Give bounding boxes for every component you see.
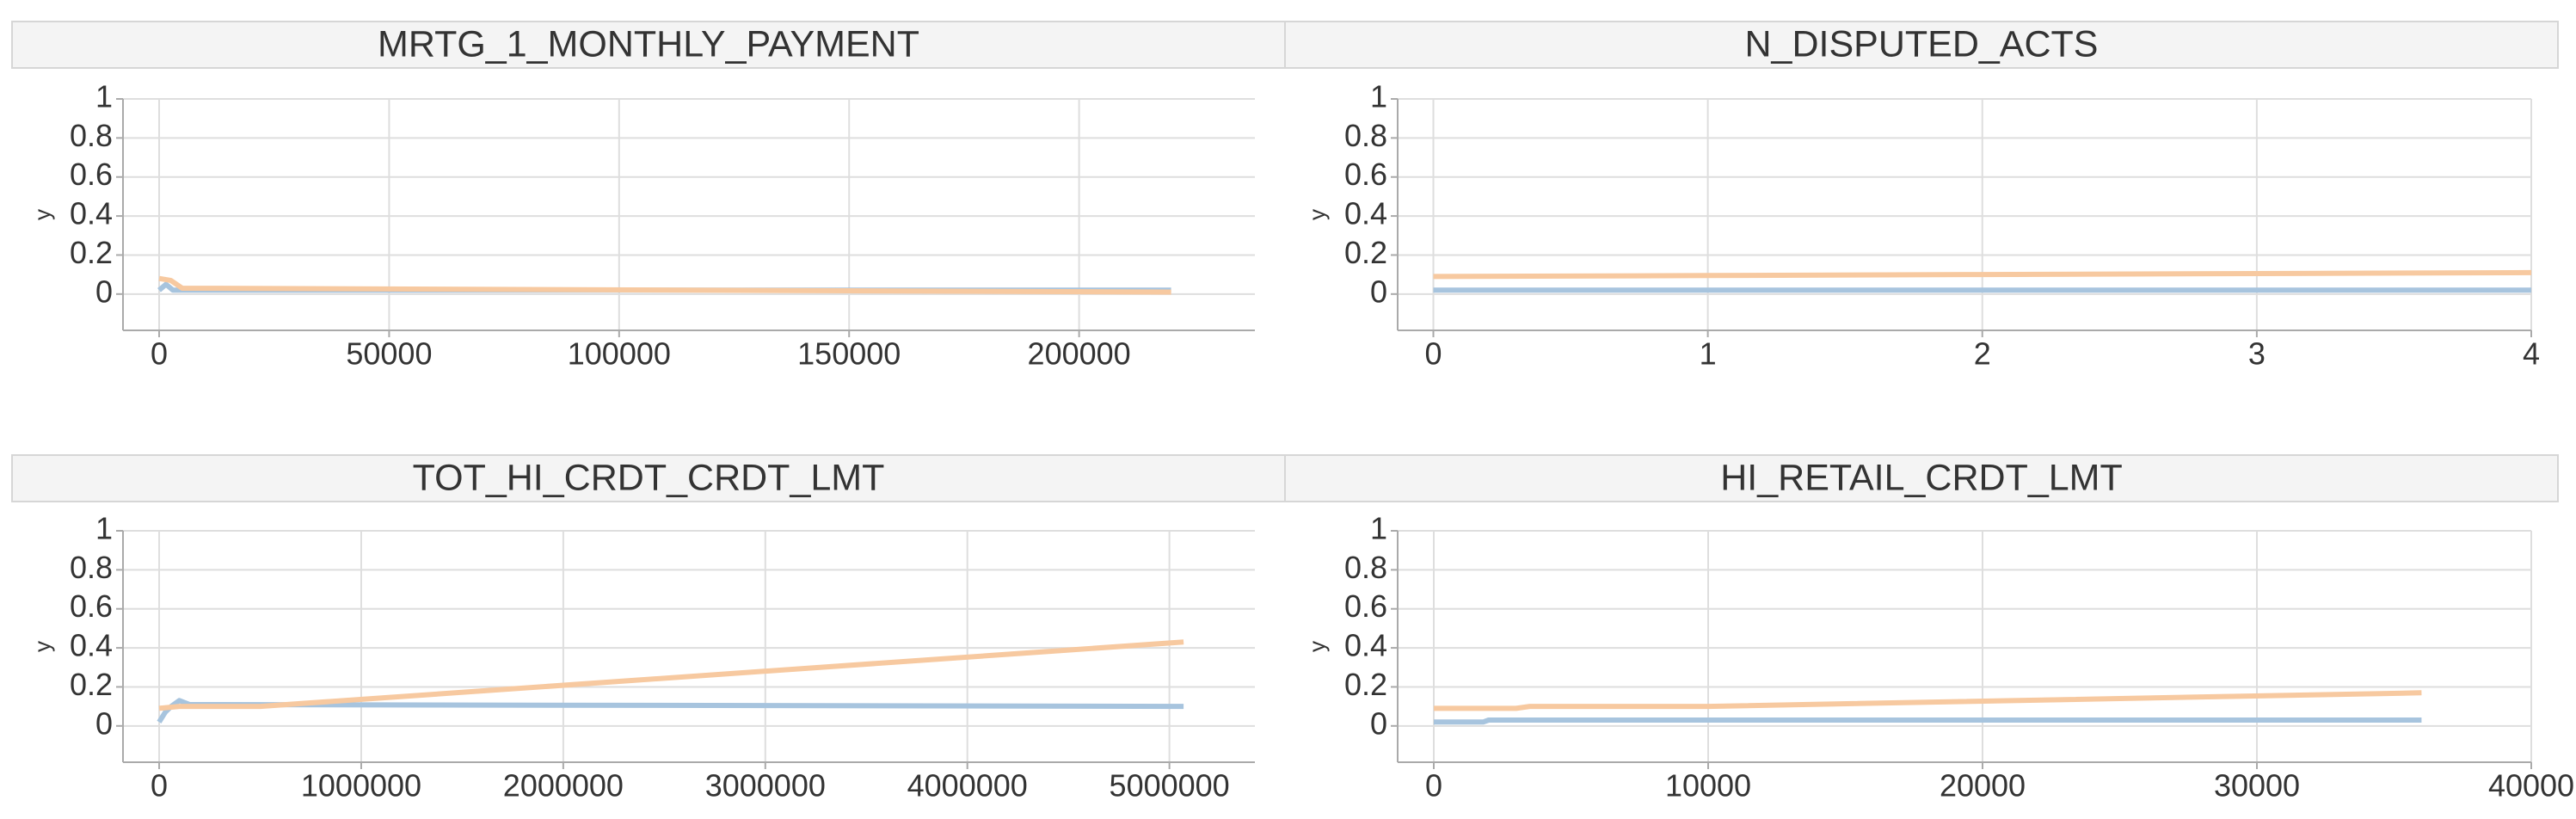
y-tick-label: 0.6 [1344, 157, 1387, 192]
y-tick-label: 0.6 [1344, 588, 1387, 624]
y-tick-label: 0.2 [70, 235, 113, 270]
y-tick-label: 0.4 [70, 196, 113, 231]
y-tick-label: 0.8 [70, 118, 113, 153]
x-tick-label: 0 [1424, 336, 1442, 372]
x-tick-label: 3000000 [705, 768, 826, 804]
y-tick-label: 1 [1370, 511, 1387, 546]
y-tick-label: 0 [1370, 274, 1387, 309]
y-tick-label: 0.4 [70, 628, 113, 663]
x-tick-label: 150000 [797, 336, 901, 372]
y-tick-label: 0.8 [1344, 550, 1387, 585]
y-tick-label: 1 [1370, 79, 1387, 114]
x-tick-label: 0 [1425, 768, 1442, 804]
series-line [157, 698, 1184, 724]
x-tick-label: 30000 [2214, 768, 2300, 804]
x-tick-label: 2 [1974, 336, 1991, 372]
x-tick-label: 0 [151, 336, 168, 372]
y-tick-label: 0.2 [1344, 667, 1387, 702]
x-tick-label: 0 [151, 768, 168, 804]
x-tick-label: 4 [2523, 336, 2540, 372]
panel-header [1284, 21, 2559, 69]
y-tick-label: 0 [95, 274, 113, 309]
x-tick-label: 4000000 [907, 768, 1028, 804]
panel-title: N_DISPUTED_ACTS [1745, 23, 2099, 65]
x-tick-label: 2000000 [503, 768, 624, 804]
panel-title: MRTG_1_MONTHLY_PAYMENT [378, 23, 919, 65]
x-tick-label: 200000 [1028, 336, 1131, 372]
y-tick-label: 0.4 [1344, 196, 1387, 231]
x-tick-label: 5000000 [1110, 768, 1230, 804]
y-tick-label: 0.4 [1344, 628, 1387, 663]
x-tick-label: 1 [1700, 336, 1717, 372]
x-tick-label: 100000 [568, 336, 671, 372]
x-tick-label: 50000 [346, 336, 432, 372]
y-tick-label: 0.8 [1344, 118, 1387, 153]
panel-title: TOT_HI_CRDT_CRDT_LMT [413, 457, 885, 498]
panel-header [11, 21, 1286, 69]
y-tick-label: 0.2 [70, 667, 113, 702]
x-tick-label: 20000 [1940, 768, 2026, 804]
y-tick-label: 0.8 [70, 550, 113, 585]
x-tick-label: 10000 [1665, 768, 1751, 804]
y-tick-label: 1 [95, 511, 113, 546]
series-line [1434, 717, 2422, 725]
y-axis-label: y [1304, 209, 1330, 220]
series-line [158, 275, 1171, 295]
y-axis-label: y [29, 209, 55, 220]
series-line [1433, 269, 2532, 280]
y-axis-label: y [29, 641, 55, 652]
x-tick-label: 1000000 [301, 768, 421, 804]
panel-header [11, 454, 1286, 502]
y-tick-label: 0.6 [70, 588, 113, 624]
panel-title: HI_RETAIL_CRDT_LMT [1720, 457, 2123, 498]
panel-header [1284, 454, 2559, 502]
y-axis-label: y [1304, 641, 1330, 652]
y-tick-label: 0 [1370, 705, 1387, 741]
y-tick-label: 1 [95, 79, 113, 114]
y-tick-label: 0.2 [1344, 235, 1387, 270]
series-line [1434, 690, 2422, 711]
x-tick-label: 40000 [2488, 768, 2574, 804]
series-line [158, 639, 1184, 711]
y-tick-label: 0.6 [70, 157, 113, 192]
y-tick-label: 0 [95, 705, 113, 741]
x-tick-label: 3 [2248, 336, 2266, 372]
